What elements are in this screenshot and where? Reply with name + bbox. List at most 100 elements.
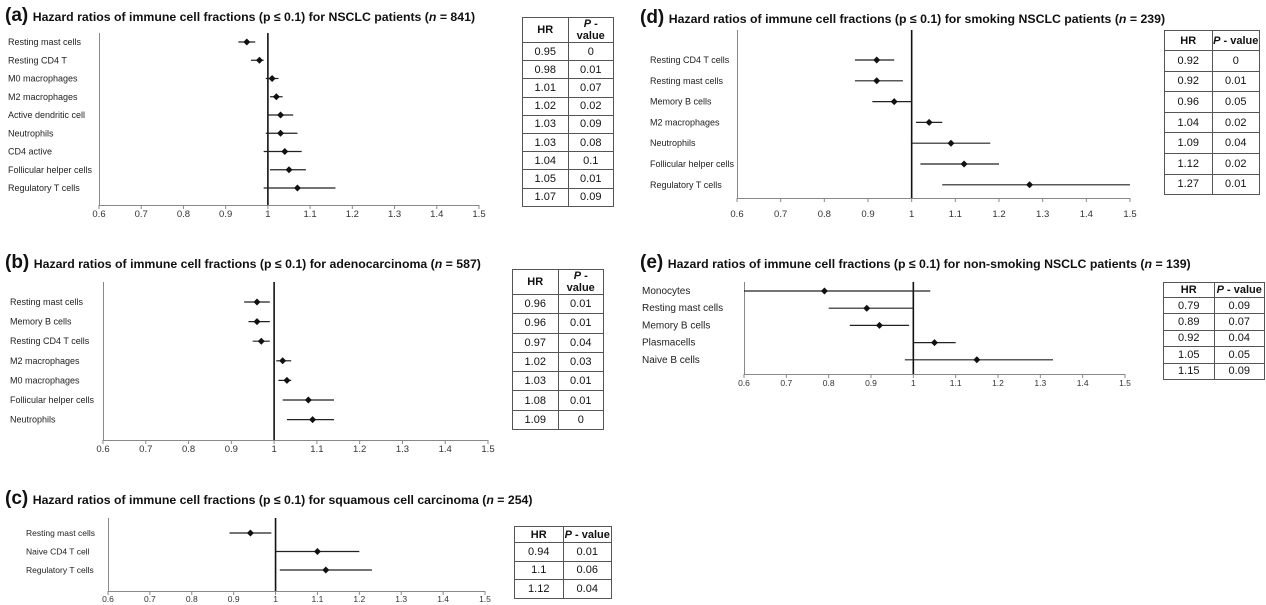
x-tick-label: 1.2 bbox=[346, 209, 359, 220]
x-tick-label: 0.8 bbox=[818, 209, 831, 220]
forest-plot: 0.6 0.7 0.8 0.9 1 1.1 1.2 1.3 1.4 1.5 Resting mast… bbox=[10, 282, 495, 455]
x-tick-label: 1.3 bbox=[1034, 378, 1046, 388]
table-row: 1.02 0.03 bbox=[512, 351, 604, 373]
x-tick-label: 1.5 bbox=[481, 444, 494, 455]
p-value: 0.05 bbox=[1213, 346, 1265, 364]
point-estimate bbox=[281, 148, 289, 155]
p-value: 0.09 bbox=[567, 187, 614, 207]
table-header-row: HR P - value bbox=[512, 269, 604, 295]
table-row: 1.01 0.07 bbox=[522, 78, 614, 98]
row-label: Active dendritic cell bbox=[8, 110, 85, 120]
point-estimate bbox=[283, 376, 291, 384]
p-value: 0.09 bbox=[1213, 296, 1265, 315]
x-tick-label: 1 bbox=[271, 444, 276, 455]
hr-header: HR bbox=[1163, 282, 1215, 298]
row-label: Naive B cells bbox=[642, 355, 700, 366]
point-estimate bbox=[973, 356, 981, 364]
hr-table: HR P - value 0.95 0 0.98 0.01 1.01 0.07 1.02 0.02… bbox=[522, 17, 614, 207]
point-estimate bbox=[313, 548, 321, 555]
hr-value: 1.02 bbox=[512, 351, 559, 373]
table-row: 1.09 0 bbox=[512, 409, 604, 431]
hr-value: 1.04 bbox=[1164, 111, 1213, 134]
x-tick-label: 1.5 bbox=[479, 594, 491, 604]
point-estimate bbox=[243, 38, 251, 46]
p-value-header: P - value bbox=[567, 17, 614, 43]
x-tick-label: 1.1 bbox=[949, 209, 962, 220]
x-tick-label: 0.6 bbox=[92, 209, 105, 220]
panel-letter: (c) bbox=[5, 488, 29, 509]
hr-value: 1.1 bbox=[514, 560, 564, 580]
hr-value: 1.15 bbox=[1163, 362, 1215, 380]
x-tick-label: 0.6 bbox=[102, 594, 114, 604]
row-label: Memory B cells bbox=[642, 320, 710, 331]
hr-value: 0.95 bbox=[522, 41, 569, 62]
x-tick-label: 0.7 bbox=[139, 444, 152, 455]
p-value: 0 bbox=[557, 409, 604, 431]
hr-value: 0.96 bbox=[512, 313, 559, 334]
row-label: Resting CD4 T cells bbox=[10, 336, 90, 346]
p-value: 0.01 bbox=[557, 313, 604, 334]
row-label: M2 macrophages bbox=[650, 117, 720, 127]
table-row: 0.92 0.04 bbox=[1163, 329, 1265, 348]
hr-value: 0.98 bbox=[522, 60, 569, 80]
p-value: 0.01 bbox=[1211, 173, 1260, 196]
x-tick-label: 0.8 bbox=[177, 209, 190, 220]
panel-b: (b) Hazard ratios of immune cell fractio… bbox=[0, 252, 620, 482]
panel-letter: (e) bbox=[640, 252, 664, 273]
row-label: M2 macrophages bbox=[8, 92, 78, 102]
hr-header: HR bbox=[522, 17, 569, 43]
table-row: 1.04 0.1 bbox=[522, 151, 614, 171]
row-label: Resting CD4 T cells bbox=[650, 55, 730, 65]
p-value: 0.05 bbox=[1211, 91, 1260, 113]
p-value: 0.01 bbox=[557, 293, 604, 315]
p-value: 0.02 bbox=[567, 96, 614, 116]
hr-value: 1.08 bbox=[512, 390, 559, 411]
table-row: 0.79 0.09 bbox=[1163, 296, 1265, 315]
point-estimate bbox=[285, 166, 293, 174]
forest-plot: 0.6 0.7 0.8 0.9 1 1.1 1.2 1.3 1.4 1.5 Resting mast… bbox=[8, 33, 486, 220]
x-tick-label: 1.5 bbox=[472, 209, 485, 220]
table-row: 0.96 0.05 bbox=[1164, 91, 1260, 113]
table-row: 1.03 0.01 bbox=[512, 371, 604, 392]
p-value-header: P - value bbox=[562, 526, 612, 543]
panel-title: (e) Hazard ratios of immune cell fractio… bbox=[640, 252, 1191, 274]
panel-title-text: Hazard ratios of immune cell fractions (… bbox=[33, 257, 481, 271]
p-value: 0.09 bbox=[567, 114, 614, 134]
x-tick-label: 0.7 bbox=[144, 594, 156, 604]
table-row: 0.92 0 bbox=[1164, 50, 1260, 72]
table-row: 1.08 0.01 bbox=[512, 390, 604, 411]
p-value: 0.09 bbox=[1213, 362, 1265, 380]
point-estimate bbox=[293, 184, 301, 192]
hr-value: 1.27 bbox=[1164, 173, 1213, 196]
x-tick-label: 1.5 bbox=[1119, 378, 1131, 388]
x-tick-label: 1.5 bbox=[1123, 209, 1136, 220]
hr-header: HR bbox=[1164, 30, 1213, 51]
point-estimate bbox=[246, 529, 254, 537]
x-tick-label: 1.4 bbox=[1077, 378, 1089, 388]
hr-table: HR P - value 0.94 0.01 1.1 0.06 1.12 0.04 bbox=[514, 526, 612, 599]
x-tick-label: 0.9 bbox=[219, 209, 232, 220]
p-value: 0.02 bbox=[1211, 152, 1260, 175]
p-value-header: P - value bbox=[1211, 30, 1260, 51]
row-label: Regulatory T cells bbox=[8, 183, 80, 193]
hr-value: 0.89 bbox=[1163, 313, 1215, 331]
table-row: 1.12 0.02 bbox=[1164, 152, 1260, 175]
panel-title-text: Hazard ratios of immune cell fractions (… bbox=[668, 12, 1166, 26]
point-estimate bbox=[873, 77, 881, 85]
p-value: 0 bbox=[1211, 50, 1260, 72]
hr-value: 0.97 bbox=[512, 332, 559, 353]
x-tick-label: 1.3 bbox=[388, 209, 401, 220]
x-tick-label: 0.6 bbox=[738, 378, 750, 388]
table-row: 1.15 0.09 bbox=[1163, 362, 1265, 380]
panel-d: (d) Hazard ratios of immune cell fractio… bbox=[632, 0, 1266, 230]
x-tick-label: 1.2 bbox=[353, 444, 366, 455]
hr-value: 1.12 bbox=[514, 579, 564, 599]
hr-table: HR P - value 0.96 0.01 0.96 0.01 0.97 0.04 1.02 0… bbox=[512, 269, 604, 431]
table-row: 1.03 0.09 bbox=[522, 114, 614, 134]
p-value: 0.07 bbox=[1213, 313, 1265, 331]
p-value: 0.08 bbox=[567, 132, 614, 153]
row-label: Neutrophils bbox=[8, 128, 54, 138]
x-tick-label: 0.6 bbox=[96, 444, 109, 455]
forest-plot: 0.6 0.7 0.8 0.9 1 1.1 1.2 1.3 1.4 1.5 Monocytes Res… bbox=[642, 282, 1131, 388]
x-tick-label: 1.2 bbox=[992, 378, 1004, 388]
